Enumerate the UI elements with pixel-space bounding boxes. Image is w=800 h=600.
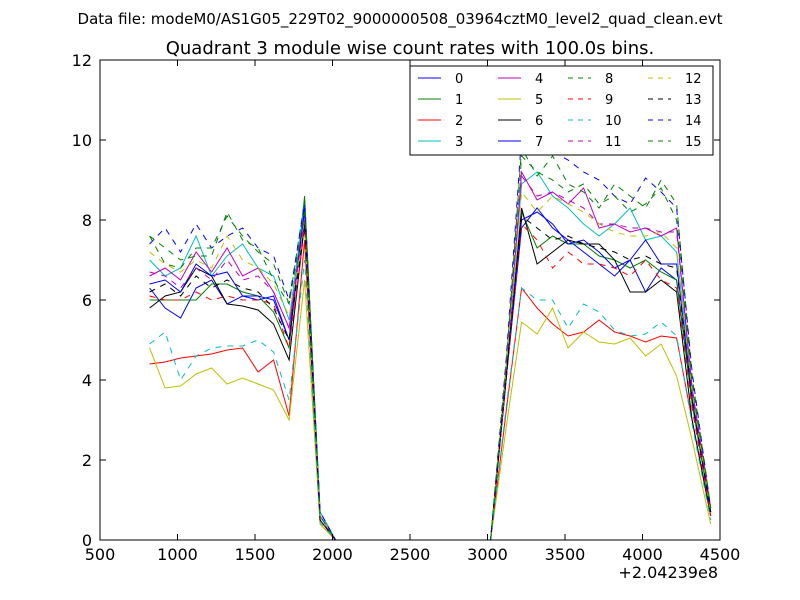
legend-label-12: 12: [685, 72, 702, 87]
y-tick-label: 0: [82, 531, 92, 550]
chart-title: Quadrant 3 module wise count rates with …: [166, 38, 655, 59]
legend-label-11: 11: [605, 135, 622, 150]
series-line-3: [149, 171, 712, 541]
x-tick-label: 4000: [622, 545, 663, 564]
x-tick-label: 1500: [235, 545, 276, 564]
legend-box: [409, 65, 714, 156]
x-tick-label: 4500: [700, 545, 741, 564]
series-line-13: [149, 215, 712, 541]
x-tick-label: 3500: [545, 545, 586, 564]
legend-label-1: 1: [455, 93, 463, 108]
series-line-8: [149, 146, 712, 541]
series-line-1: [149, 195, 712, 541]
x-tick-label: 1000: [157, 545, 198, 564]
legend-label-4: 4: [535, 72, 543, 87]
y-tick-label: 6: [82, 291, 92, 310]
series-line-15: [149, 154, 712, 541]
series-line-12: [149, 190, 712, 541]
series-layer: [149, 135, 712, 541]
series-line-11: [149, 174, 712, 541]
y-tick-label: 10: [72, 131, 92, 150]
x-tick-label: 3000: [467, 545, 508, 564]
x-offset-label: +2.04239e8: [618, 563, 718, 582]
series-line-5: [149, 279, 712, 541]
x-tick-label: 2000: [312, 545, 353, 564]
legend-label-10: 10: [605, 114, 622, 129]
y-tick-label: 4: [82, 371, 92, 390]
legend-label-0: 0: [455, 72, 463, 87]
figure-supertitle: Data file: modeM0/AS1G05_229T02_90000005…: [78, 10, 723, 29]
legend-label-6: 6: [535, 114, 543, 129]
legend-label-14: 14: [685, 114, 702, 129]
legend-label-15: 15: [685, 135, 702, 150]
legend-label-7: 7: [535, 135, 543, 150]
x-tick-label: 2500: [390, 545, 431, 564]
legend-label-3: 3: [455, 135, 463, 150]
series-line-14: [149, 135, 712, 541]
series-line-10: [149, 259, 712, 541]
legend-label-5: 5: [535, 93, 543, 108]
x-tick-label: 500: [85, 545, 116, 564]
legend-label-13: 13: [685, 93, 702, 108]
y-tick-label: 2: [82, 451, 92, 470]
legend-label-2: 2: [455, 114, 463, 129]
y-tick-label: 12: [72, 51, 92, 70]
series-line-9: [149, 222, 712, 541]
axes-ticks: 500 1000 1500 2000 2500 3000 3500 4000 4500 0 2 4 6 8…: [72, 51, 741, 564]
series-line-4: [149, 170, 712, 541]
legend-label-8: 8: [605, 72, 613, 87]
y-tick-label: 8: [82, 211, 92, 230]
legend-label-9: 9: [605, 93, 613, 108]
